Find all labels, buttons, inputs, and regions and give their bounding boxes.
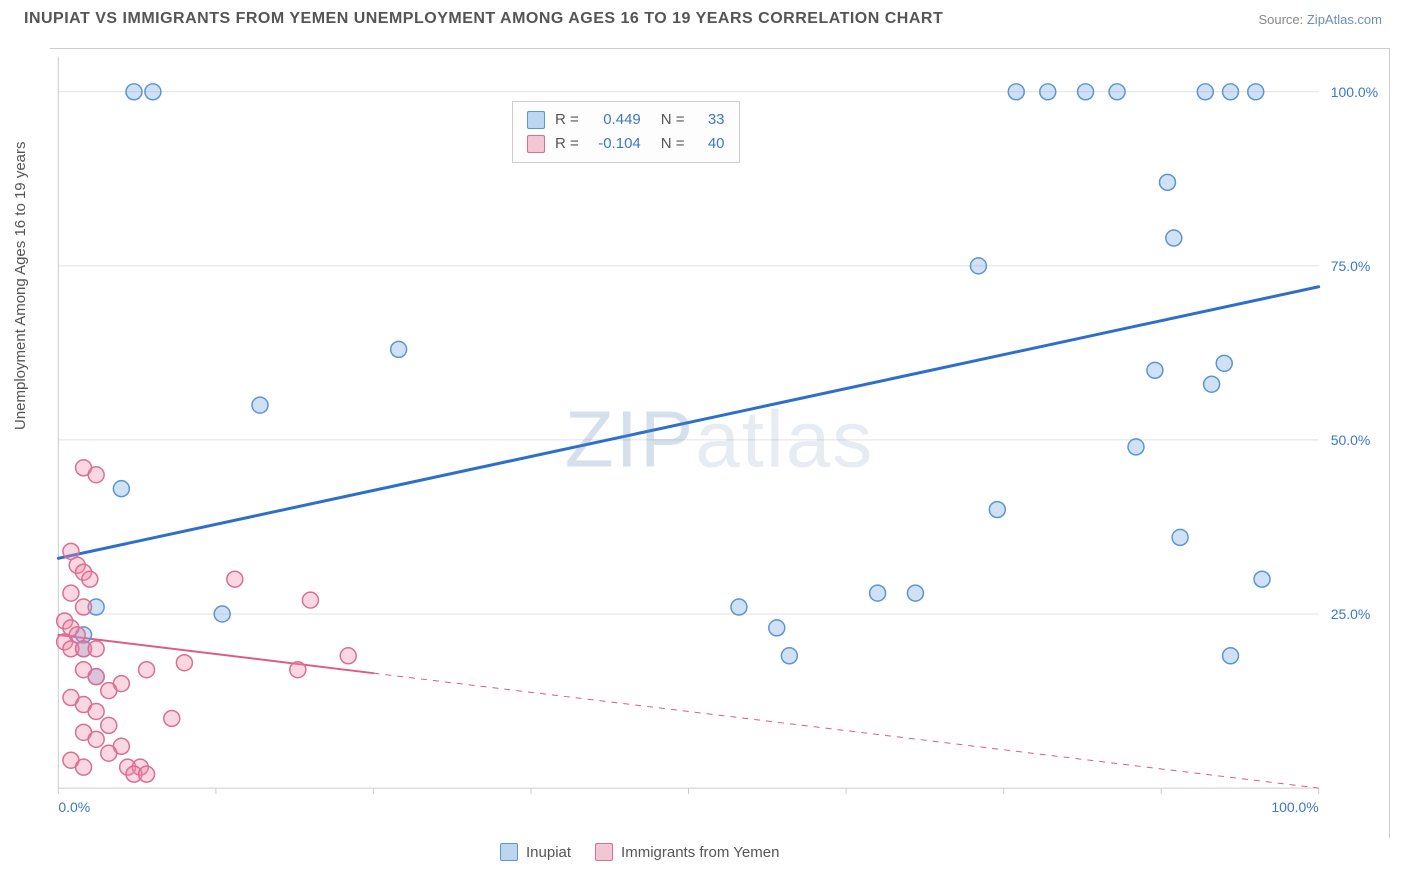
source-link[interactable]: ZipAtlas.com (1307, 12, 1382, 27)
r-label: R = (555, 132, 579, 156)
source-prefix: Source: (1258, 12, 1306, 27)
svg-text:75.0%: 75.0% (1331, 258, 1371, 274)
stats-swatch-0 (527, 111, 545, 129)
legend: Inupiat Immigrants from Yemen (500, 843, 779, 861)
n-label: N = (661, 132, 685, 156)
svg-text:25.0%: 25.0% (1331, 606, 1371, 622)
correlation-stats-box: R = 0.449 N = 33 R = -0.104 N = 40 (512, 101, 740, 163)
svg-text:100.0%: 100.0% (1271, 799, 1318, 815)
legend-item-0: Inupiat (500, 843, 571, 861)
stats-row-series-1: R = -0.104 N = 40 (527, 132, 725, 156)
y-axis-label: Unemployment Among Ages 16 to 19 years (12, 141, 29, 430)
legend-label-1: Immigrants from Yemen (621, 844, 779, 861)
n-value-0: 33 (695, 108, 725, 132)
chart-plot-area: 25.0%50.0%75.0%100.0%0.0%100.0% ZIPatlas… (50, 48, 1390, 838)
n-label: N = (661, 108, 685, 132)
chart-title: INUPIAT VS IMMIGRANTS FROM YEMEN UNEMPLO… (24, 10, 943, 28)
svg-text:100.0%: 100.0% (1331, 84, 1378, 100)
n-value-1: 40 (695, 132, 725, 156)
legend-swatch-1 (595, 843, 613, 861)
chart-header: INUPIAT VS IMMIGRANTS FROM YEMEN UNEMPLO… (0, 0, 1406, 36)
stats-swatch-1 (527, 135, 545, 153)
scatter-plot-svg: 25.0% 50.0% 75.0% 100.0% 0.0% 100.0% (50, 49, 1389, 838)
source-attribution: Source: ZipAtlas.com (1258, 12, 1382, 27)
r-value-0: 0.449 (589, 108, 641, 132)
r-label: R = (555, 108, 579, 132)
svg-text:50.0%: 50.0% (1331, 432, 1371, 448)
svg-text:0.0%: 0.0% (58, 799, 90, 815)
legend-item-1: Immigrants from Yemen (595, 843, 779, 861)
legend-swatch-0 (500, 843, 518, 861)
legend-label-0: Inupiat (526, 844, 571, 861)
stats-row-series-0: R = 0.449 N = 33 (527, 108, 725, 132)
r-value-1: -0.104 (589, 132, 641, 156)
